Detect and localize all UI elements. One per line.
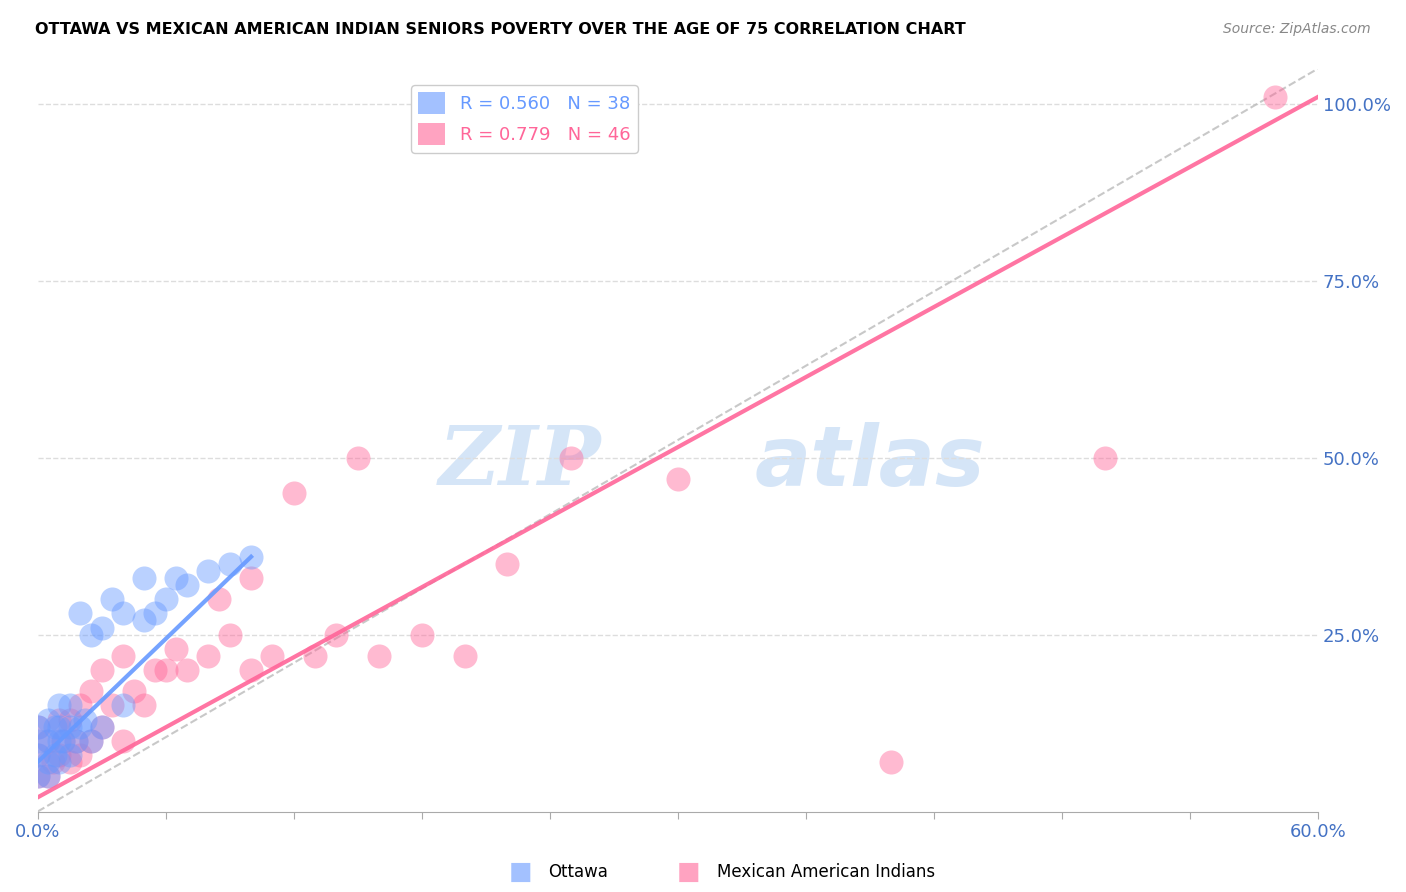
Point [48, 747, 70, 762]
Text: ■: ■ [678, 861, 700, 884]
Point [37, 713, 59, 727]
Point [90, 621, 112, 635]
Point [27, 747, 49, 762]
Point [41, 755, 63, 769]
Point [134, 571, 156, 585]
Point [59, 698, 82, 713]
Point [48, 733, 70, 747]
Point [80, 684, 103, 698]
Point [134, 698, 156, 713]
Point [37, 733, 59, 747]
Point [59, 747, 82, 762]
Point [69, 698, 91, 713]
Point [218, 557, 240, 571]
Point [80, 627, 103, 641]
Point [496, 557, 519, 571]
Point [37, 769, 59, 783]
Point [197, 564, 219, 578]
Point [208, 592, 231, 607]
Point [176, 663, 198, 677]
Point [240, 571, 263, 585]
Point [155, 592, 177, 607]
Point [80, 733, 103, 747]
Point [44, 747, 66, 762]
Legend: R = 0.560   N = 38, R = 0.779   N = 46: R = 0.560 N = 38, R = 0.779 N = 46 [411, 85, 637, 153]
Text: Ottawa: Ottawa [548, 863, 609, 881]
Point [197, 648, 219, 663]
Point [143, 607, 166, 621]
Point [112, 607, 135, 621]
Point [59, 713, 82, 727]
Point [165, 641, 187, 656]
Point [411, 627, 433, 641]
Point [165, 571, 187, 585]
Point [112, 698, 135, 713]
Text: ZIP: ZIP [439, 422, 602, 502]
Point [27, 769, 49, 783]
Point [52, 733, 75, 747]
Point [325, 627, 347, 641]
Point [240, 663, 263, 677]
Point [69, 607, 91, 621]
Point [48, 720, 70, 734]
Point [59, 720, 82, 734]
Point [27, 747, 49, 762]
Point [27, 720, 49, 734]
Point [143, 663, 166, 677]
Point [69, 720, 91, 734]
Point [90, 663, 112, 677]
Point [44, 720, 66, 734]
Point [101, 698, 124, 713]
Point [65, 733, 87, 747]
Point [69, 747, 91, 762]
Point [80, 733, 103, 747]
Point [101, 592, 124, 607]
Point [176, 578, 198, 592]
Point [880, 755, 903, 769]
Point [368, 648, 391, 663]
Point [48, 698, 70, 713]
Point [59, 755, 82, 769]
Point [346, 450, 368, 465]
Point [122, 684, 145, 698]
Point [155, 663, 177, 677]
Point [304, 648, 326, 663]
Point [112, 733, 135, 747]
Point [240, 549, 263, 564]
Point [90, 720, 112, 734]
Text: Source: ZipAtlas.com: Source: ZipAtlas.com [1223, 22, 1371, 37]
Point [218, 627, 240, 641]
Point [262, 648, 284, 663]
Text: atlas: atlas [755, 422, 986, 503]
Point [37, 769, 59, 783]
Point [560, 450, 582, 465]
Point [27, 720, 49, 734]
Point [48, 755, 70, 769]
Point [65, 733, 87, 747]
Point [27, 733, 49, 747]
Point [112, 648, 135, 663]
Text: ■: ■ [509, 861, 531, 884]
Point [73, 713, 96, 727]
Point [1264, 90, 1286, 104]
Point [666, 472, 689, 486]
Text: Mexican American Indians: Mexican American Indians [717, 863, 935, 881]
Point [37, 733, 59, 747]
Point [283, 486, 305, 500]
Point [52, 733, 75, 747]
Text: OTTAWA VS MEXICAN AMERICAN INDIAN SENIORS POVERTY OVER THE AGE OF 75 CORRELATION: OTTAWA VS MEXICAN AMERICAN INDIAN SENIOR… [35, 22, 966, 37]
Point [37, 755, 59, 769]
Point [1094, 450, 1116, 465]
Point [27, 769, 49, 783]
Point [48, 713, 70, 727]
Point [453, 648, 475, 663]
Point [90, 720, 112, 734]
Point [134, 614, 156, 628]
